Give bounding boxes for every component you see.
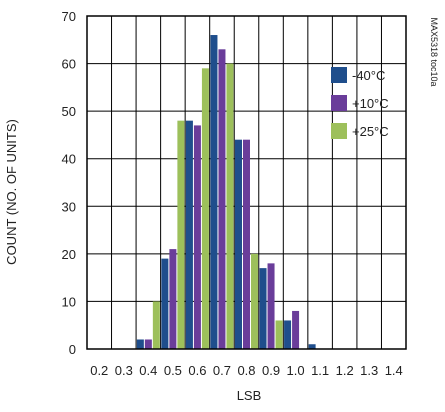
x-axis-title: LSB bbox=[237, 388, 262, 403]
bar-40-c-0_6 bbox=[185, 120, 193, 350]
bar-25-c-0_6 bbox=[201, 68, 209, 349]
x-tick-label: 0.3 bbox=[115, 363, 133, 378]
y-tick-label: 70 bbox=[62, 9, 76, 24]
y-tick-label: 60 bbox=[62, 57, 76, 72]
bar-25-c-0_9 bbox=[275, 320, 283, 349]
legend-swatch-40-c bbox=[331, 67, 347, 83]
y-tick-label: 10 bbox=[62, 294, 76, 309]
legend-label-10-c: +10°C bbox=[352, 96, 389, 111]
plot-frame bbox=[86, 15, 407, 350]
bar-25-c-0_5 bbox=[177, 120, 185, 350]
reference-label: MAX5318 toc10a bbox=[429, 17, 439, 86]
x-tick-label: 1.4 bbox=[385, 363, 403, 378]
x-tick-label: 0.8 bbox=[237, 363, 255, 378]
y-axis-title: COUNT (NO. OF UNITS) bbox=[4, 119, 19, 265]
x-tick-label: 0.9 bbox=[262, 363, 280, 378]
bar-40-c-0_5 bbox=[161, 258, 169, 349]
y-tick-label: 0 bbox=[69, 342, 76, 357]
bar-10-c-0_5 bbox=[169, 249, 177, 349]
bar-25-c-0_4 bbox=[152, 301, 160, 349]
legend-label-40-c: -40°C bbox=[352, 68, 385, 83]
bar-40-c-1_1 bbox=[308, 344, 316, 349]
bars-layer bbox=[136, 35, 316, 350]
y-tick-label: 30 bbox=[62, 199, 76, 214]
bar-40-c-0_9 bbox=[259, 268, 267, 349]
x-tick-label: 0.2 bbox=[90, 363, 108, 378]
y-tick-label: 50 bbox=[62, 104, 76, 119]
legend-swatch-10-c bbox=[331, 95, 347, 111]
bar-10-c-1_0 bbox=[292, 310, 300, 349]
x-tick-label: 1.1 bbox=[311, 363, 329, 378]
bar-10-c-0_9 bbox=[267, 263, 275, 349]
bar-10-c-0_6 bbox=[193, 125, 201, 350]
x-tick-label: 0.4 bbox=[139, 363, 157, 378]
bar-10-c-0_7 bbox=[218, 49, 226, 350]
x-tick-label: 0.5 bbox=[164, 363, 182, 378]
x-tick-label: 0.6 bbox=[188, 363, 206, 378]
x-tick-label: 1.2 bbox=[336, 363, 354, 378]
legend-label-25-c: +25°C bbox=[352, 124, 389, 139]
x-tick-label: 1.3 bbox=[360, 363, 378, 378]
x-tick-label: 0.7 bbox=[213, 363, 231, 378]
bar-40-c-0_8 bbox=[235, 139, 242, 349]
bar-40-c-0_7 bbox=[210, 35, 218, 350]
plot-border bbox=[86, 15, 407, 350]
y-tick-label: 20 bbox=[62, 247, 76, 262]
x-tick-label: 1.0 bbox=[287, 363, 305, 378]
bar-25-c-0_7 bbox=[226, 63, 234, 349]
bar-25-c-0_8 bbox=[251, 253, 258, 349]
bar-10-c-0_8 bbox=[243, 139, 250, 349]
bar-10-c-0_4 bbox=[144, 339, 152, 349]
bar-40-c-1_0 bbox=[284, 320, 292, 349]
bar-40-c-0_4 bbox=[136, 339, 144, 349]
tick-labels: 0 10 20 30 40 50 60 70 0.2 0.3 0.4 0.5 0.6 0.7 0.8 0.9 1… bbox=[62, 9, 403, 378]
y-tick-label: 40 bbox=[62, 152, 76, 167]
legend: -40°C +10°C +25°C bbox=[331, 67, 389, 139]
legend-swatch-25-c bbox=[331, 123, 347, 139]
